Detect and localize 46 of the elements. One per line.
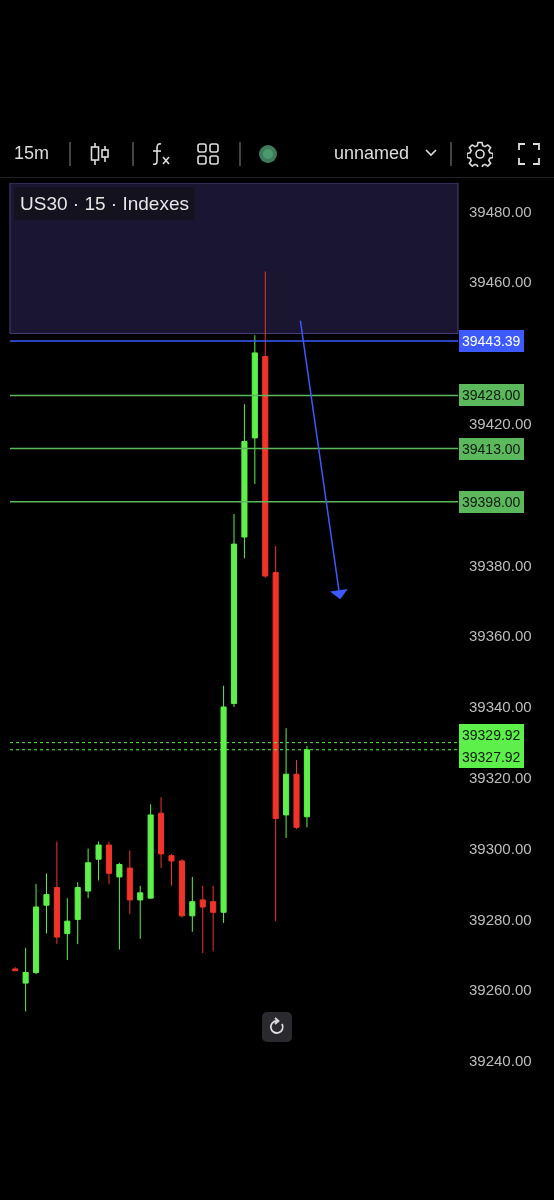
candlestick: [105, 841, 113, 885]
candlestick: [74, 881, 81, 945]
candlestick: [95, 841, 102, 881]
candlestick: [230, 513, 238, 708]
y-tick-label: 39300.00: [469, 839, 532, 857]
y-tick-label: 39260.00: [469, 981, 532, 999]
candlestick: [53, 841, 60, 945]
ref-line-label: 39413.00: [462, 441, 521, 457]
ref-line-label: 39398.00: [462, 494, 521, 510]
candlestick: [168, 853, 175, 887]
y-tick-label: 39380.00: [469, 556, 532, 574]
text: unnamed: [334, 142, 410, 164]
candlestick: [189, 876, 196, 933]
text: 15m: [14, 142, 50, 164]
y-tick-label: 39340.00: [469, 698, 532, 716]
candlestick: [64, 897, 71, 961]
candlestick: [137, 885, 144, 940]
y-tick-label: 39280.00: [469, 910, 532, 928]
candlestick: [43, 872, 50, 935]
y-tick-label: 39360.00: [469, 627, 532, 645]
candlestick: [158, 796, 165, 869]
text: US30 · 15 · Indexes: [20, 193, 189, 214]
ref-line-label: 39329.92: [462, 727, 521, 743]
candlestick: [22, 947, 29, 1012]
candlestick: [293, 759, 300, 830]
candlestick: [147, 803, 154, 899]
y-tick-label: 39420.00: [469, 414, 532, 432]
candlestick: [251, 334, 258, 485]
candlestick: [12, 966, 19, 972]
candlestick: [178, 858, 185, 919]
candlestick: [32, 883, 40, 975]
candlestick: [210, 885, 217, 952]
candlestick: [126, 849, 133, 915]
y-tick-label: 39460.00: [469, 273, 532, 291]
candlestick: [241, 403, 248, 559]
y-tick-label: 39480.00: [469, 202, 532, 220]
candlestick: [199, 885, 206, 954]
ref-line-label: 39428.00: [462, 387, 521, 403]
ref-line-label: 39327.92: [462, 749, 521, 765]
candlestick: [272, 545, 279, 922]
candlestick: [262, 271, 269, 579]
candlestick: [85, 848, 92, 899]
y-tick-label: 39320.00: [469, 769, 532, 787]
candlestick: [116, 862, 123, 950]
y-tick-label: 39240.00: [469, 1052, 532, 1070]
ref-line-label: 39443.39: [462, 333, 521, 349]
